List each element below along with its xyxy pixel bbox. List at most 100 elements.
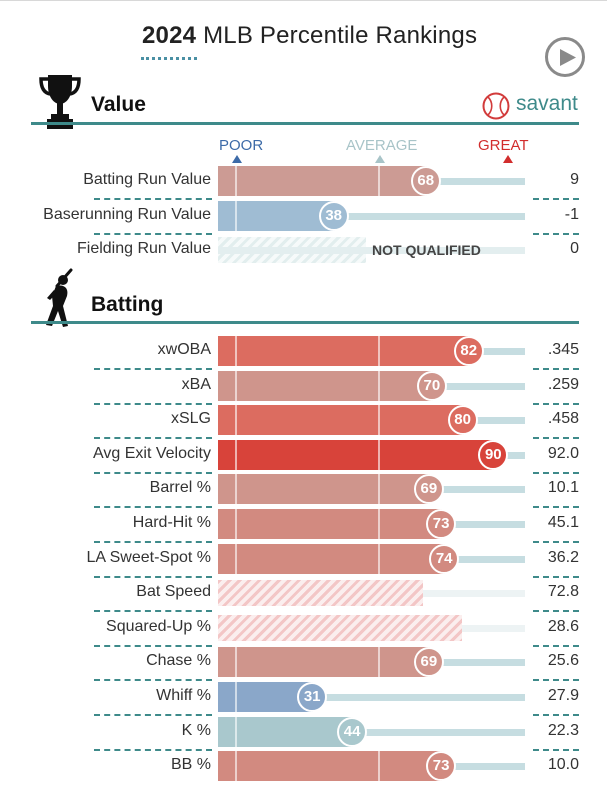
percentile-bar: [218, 751, 443, 782]
scale-average-marker: [375, 155, 385, 163]
metric-value: .259: [547, 375, 579, 393]
metric-label: Hard-Hit %: [132, 514, 211, 531]
value-divider: [533, 471, 579, 474]
scale-poor-marker: [232, 155, 242, 163]
percentile-bar: [218, 509, 443, 539]
poor-guide-line: [235, 200, 237, 231]
percentile-badge[interactable]: 80: [447, 405, 478, 436]
percentile-badge[interactable]: 73: [426, 509, 457, 539]
metric-label: Whiff %: [156, 687, 211, 704]
percentile-badge[interactable]: 82: [453, 336, 484, 366]
section-batting-label: Batting: [91, 293, 164, 316]
unranked-hatch: [218, 614, 462, 641]
metric-value: 72.8: [547, 583, 579, 601]
metric-value: 10.1: [547, 479, 579, 497]
percentile-track: [218, 694, 525, 701]
scale-average-label: AVERAGE: [346, 137, 418, 154]
metric-value: 9: [570, 171, 579, 188]
unranked-hatch: [218, 580, 423, 607]
metric-label: Chase %: [146, 652, 211, 670]
page-title: 2024 MLB Percentile Rankings: [142, 22, 477, 50]
metric-value: 25.6: [547, 652, 579, 670]
section-value-divider: [31, 122, 579, 125]
average-guide-line: [378, 509, 380, 539]
metric-value: 36.2: [547, 548, 579, 566]
metric-value: .458: [547, 410, 579, 428]
metric-value: 0: [570, 240, 579, 258]
metric-value: -1: [564, 205, 579, 223]
metric-label: Bat Speed: [136, 583, 211, 601]
percentile-badge[interactable]: 31: [297, 682, 328, 712]
metric-label: Squared-Up %: [106, 617, 211, 635]
row-divider: [94, 198, 212, 200]
metric-value: 27.9: [547, 687, 579, 704]
percentile-badge[interactable]: 70: [416, 370, 447, 401]
row-divider: [94, 644, 212, 647]
row-divider: [94, 471, 212, 474]
value-divider: [533, 541, 579, 543]
metric-label: LA Sweet-Spot %: [86, 548, 211, 566]
row-divider: [94, 679, 212, 682]
play-icon: [560, 49, 576, 66]
value-divider: [533, 679, 579, 682]
poor-guide-line: [235, 751, 237, 782]
title-underline: [141, 57, 197, 60]
percentile-bar: [218, 405, 464, 436]
value-divider: [533, 402, 579, 405]
percentile-track: [218, 212, 525, 220]
percentile-bar: [218, 543, 446, 574]
value-divider: [533, 232, 579, 235]
percentile-bar: [218, 370, 433, 401]
metric-label: K %: [181, 721, 211, 739]
poor-guide-line: [235, 370, 237, 401]
percentile-bar: [218, 166, 427, 196]
percentile-badge[interactable]: 44: [337, 716, 368, 747]
metric-label: Baserunning Run Value: [43, 205, 211, 223]
top-border: [0, 0, 607, 1]
section-value-label: Value: [91, 93, 146, 116]
percentile-badge[interactable]: 38: [318, 200, 349, 231]
row-divider: [94, 610, 212, 613]
row-divider: [94, 232, 212, 235]
value-divider: [533, 506, 579, 509]
metric-value: 45.1: [547, 514, 579, 531]
title-year: 2024: [142, 22, 197, 49]
savant-label: savant: [516, 92, 578, 115]
metric-label: xSLG: [170, 410, 211, 428]
poor-guide-line: [235, 509, 237, 539]
percentile-badge[interactable]: 90: [478, 439, 509, 470]
poor-guide-line: [235, 166, 237, 196]
poor-guide-line: [235, 405, 237, 436]
row-divider: [94, 437, 212, 440]
metric-value: .345: [547, 341, 579, 358]
play-button[interactable]: [545, 37, 585, 77]
metric-label: Batting Run Value: [83, 171, 211, 188]
value-divider: [533, 575, 579, 578]
title-text: MLB Percentile Rankings: [203, 22, 478, 49]
row-divider: [94, 541, 212, 543]
row-divider: [94, 368, 212, 370]
percentile-bar: [218, 200, 335, 231]
section-batting-divider: [31, 321, 579, 324]
value-divider: [533, 610, 579, 613]
poor-guide-line: [235, 647, 237, 678]
value-divider: [533, 748, 579, 751]
percentile-badge[interactable]: 69: [413, 474, 444, 505]
value-divider: [533, 644, 579, 647]
value-divider: [533, 437, 579, 440]
percentile-badge[interactable]: 73: [426, 751, 457, 782]
row-divider: [94, 575, 212, 578]
average-guide-line: [378, 439, 380, 470]
percentile-badge[interactable]: 68: [410, 166, 441, 196]
baseball-icon: [482, 92, 510, 120]
percentile-badge[interactable]: 74: [429, 543, 460, 574]
percentile-bar: [218, 474, 430, 505]
metric-label: xBA: [181, 375, 211, 393]
average-guide-line: [378, 370, 380, 401]
poor-guide-line: [235, 716, 237, 747]
scale-great-marker: [503, 155, 513, 163]
percentile-bar: [218, 647, 430, 678]
average-guide-line: [378, 405, 380, 436]
metric-label: BB %: [170, 756, 211, 774]
percentile-badge[interactable]: 69: [413, 647, 444, 678]
